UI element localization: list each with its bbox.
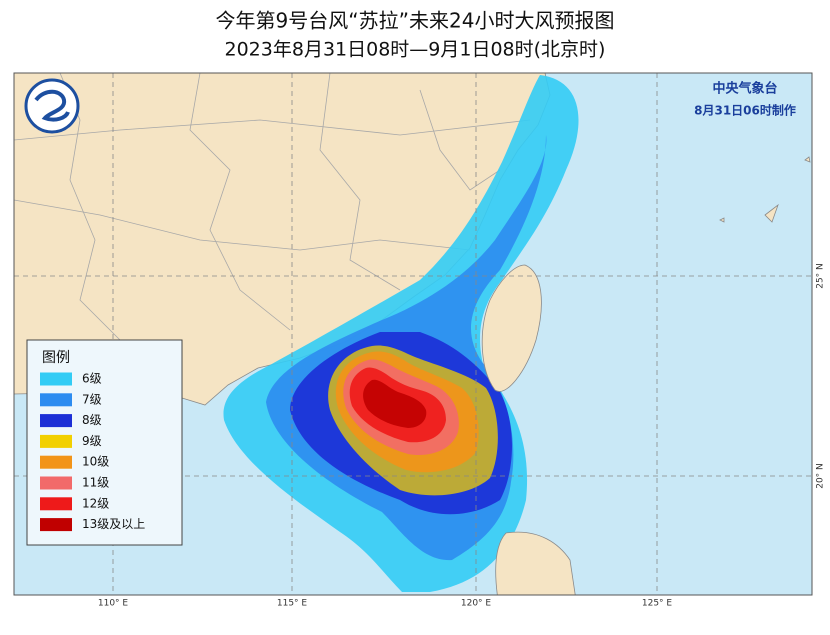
legend-swatch	[40, 414, 72, 428]
latitude-label: 25° N	[816, 263, 826, 289]
legend-label: 6级	[82, 372, 102, 386]
legend-swatch	[40, 372, 72, 386]
title: 今年第9号台风“苏拉”未来24小时大风预报图	[216, 9, 615, 33]
map-frame	[13, 72, 813, 596]
luzon	[495, 531, 576, 595]
islands	[719, 156, 811, 223]
longitude-label: 115° E	[277, 599, 308, 609]
legend-label: 9级	[82, 434, 102, 448]
legend-label: 8级	[82, 413, 102, 427]
legend-swatch	[40, 497, 72, 511]
legend-label: 10级	[82, 455, 109, 469]
map-area	[14, 73, 812, 595]
issued-time: 8月31日06时制作	[694, 103, 796, 118]
subtitle: 2023年8月31日08时—9月1日08时(北京时)	[225, 39, 606, 61]
legend-swatch	[40, 434, 72, 448]
longitude-label: 110° E	[98, 599, 129, 609]
longitude-label: 120° E	[461, 599, 492, 609]
legend-swatch	[40, 476, 72, 490]
logo	[24, 78, 80, 134]
legend-label: 11级	[82, 476, 109, 490]
legend-label: 13级及以上	[82, 517, 145, 531]
legend-swatch	[40, 518, 72, 532]
taiwan	[481, 264, 542, 392]
agency-name: 中央气象台	[712, 81, 777, 97]
longitude-label: 125° E	[642, 599, 673, 609]
graticule-labels: 110° E 115° E 120° E 125° E 25° N 20° N	[98, 263, 826, 608]
legend-swatch	[40, 393, 72, 407]
legend-swatch	[40, 455, 72, 469]
graticule	[14, 73, 812, 595]
latitude-label: 20° N	[816, 463, 826, 489]
legend-title: 图例	[42, 350, 70, 366]
wind-zone	[363, 379, 427, 428]
legend-label: 7级	[82, 392, 102, 406]
legend: 图例 6级 7级 8级 9级 10级 11级 12级 13级及以上	[26, 339, 183, 546]
legend-label: 12级	[82, 496, 109, 510]
